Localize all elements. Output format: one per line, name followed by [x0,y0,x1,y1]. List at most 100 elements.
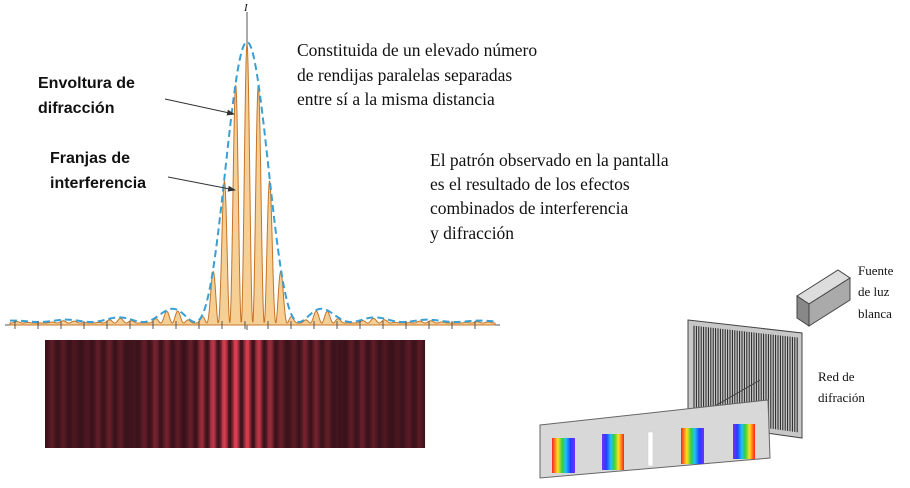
intensity-plot: I [5,2,500,330]
stripe [226,340,229,448]
stripe [231,340,233,448]
stripe [138,340,140,448]
stripe [115,340,118,448]
stripe [58,340,61,448]
stripe [256,340,259,448]
stripe [267,340,269,448]
stripe [99,340,101,448]
label: difracción [38,100,114,117]
stripe [240,340,242,448]
stripe [93,340,95,448]
stripe [57,340,59,448]
stripe [69,340,71,448]
description: de rendijas paralelas separadas [297,65,512,85]
stripe [81,340,83,448]
stripe [189,340,191,448]
stripe [162,340,164,448]
stripe [354,340,356,448]
stripe [348,340,350,448]
stripe [255,340,257,448]
stripe [271,340,274,448]
stripe [223,340,226,448]
stripe [399,340,401,448]
stripe [412,340,415,448]
stripe [171,340,173,448]
stripe [60,340,62,448]
label: Envoltura de [38,75,135,92]
stripe [318,340,320,448]
stripe [409,340,412,448]
stripe [253,340,256,448]
stripe [285,340,287,448]
stripe [288,340,290,448]
stripe [360,340,362,448]
stripe [250,340,253,448]
stripe [385,340,388,448]
stripe [135,340,137,448]
stripe [415,340,418,448]
stripe [195,340,197,448]
stripe [108,340,110,448]
axis-label: I [243,2,249,14]
stripe [259,340,262,448]
stripe [45,340,47,448]
stripe [237,340,239,448]
stripe [414,340,416,448]
stripe [261,340,263,448]
stripe [246,340,248,448]
stripe [172,340,175,448]
arrow [167,176,236,192]
stripe [400,340,403,448]
stripe [357,340,359,448]
stripe [82,340,85,448]
stripe [397,340,400,448]
stripe [163,340,166,448]
stripe [325,340,328,448]
stripe [303,340,305,448]
stripe [186,340,188,448]
stripe [133,340,136,448]
stripe [309,340,311,448]
stripe [136,340,139,448]
stripe [156,340,158,448]
stripe [406,340,409,448]
fringe-stripes [45,340,427,448]
stripe [217,340,220,448]
stripe [298,340,301,448]
stripe [64,340,67,448]
stripe [61,340,64,448]
stripe [295,340,298,448]
stripe [114,340,116,448]
stripe [76,340,79,448]
stripe [154,340,157,448]
stripe [418,340,421,448]
source-label: Fuente [858,263,894,278]
stripe [403,340,406,448]
stripe [213,340,215,448]
stripe [123,340,125,448]
stripe [210,340,212,448]
stripe [129,340,131,448]
stripe [280,340,283,448]
stripe [48,340,50,448]
intensity-curve [9,42,496,326]
stripe [405,340,407,448]
stripe [388,340,391,448]
stripe [331,340,334,448]
stripe [345,340,347,448]
stripe [111,340,113,448]
stripe [270,340,272,448]
stripe [142,340,145,448]
stripe [153,340,155,448]
stripe [351,340,353,448]
stripe [355,340,358,448]
stripe [336,340,338,448]
stripe [214,340,217,448]
stripe [79,340,82,448]
stripe [85,340,88,448]
stripe [73,340,76,448]
stripe [150,340,152,448]
stripe [144,340,146,448]
stripe [90,340,92,448]
stripe [376,340,379,448]
